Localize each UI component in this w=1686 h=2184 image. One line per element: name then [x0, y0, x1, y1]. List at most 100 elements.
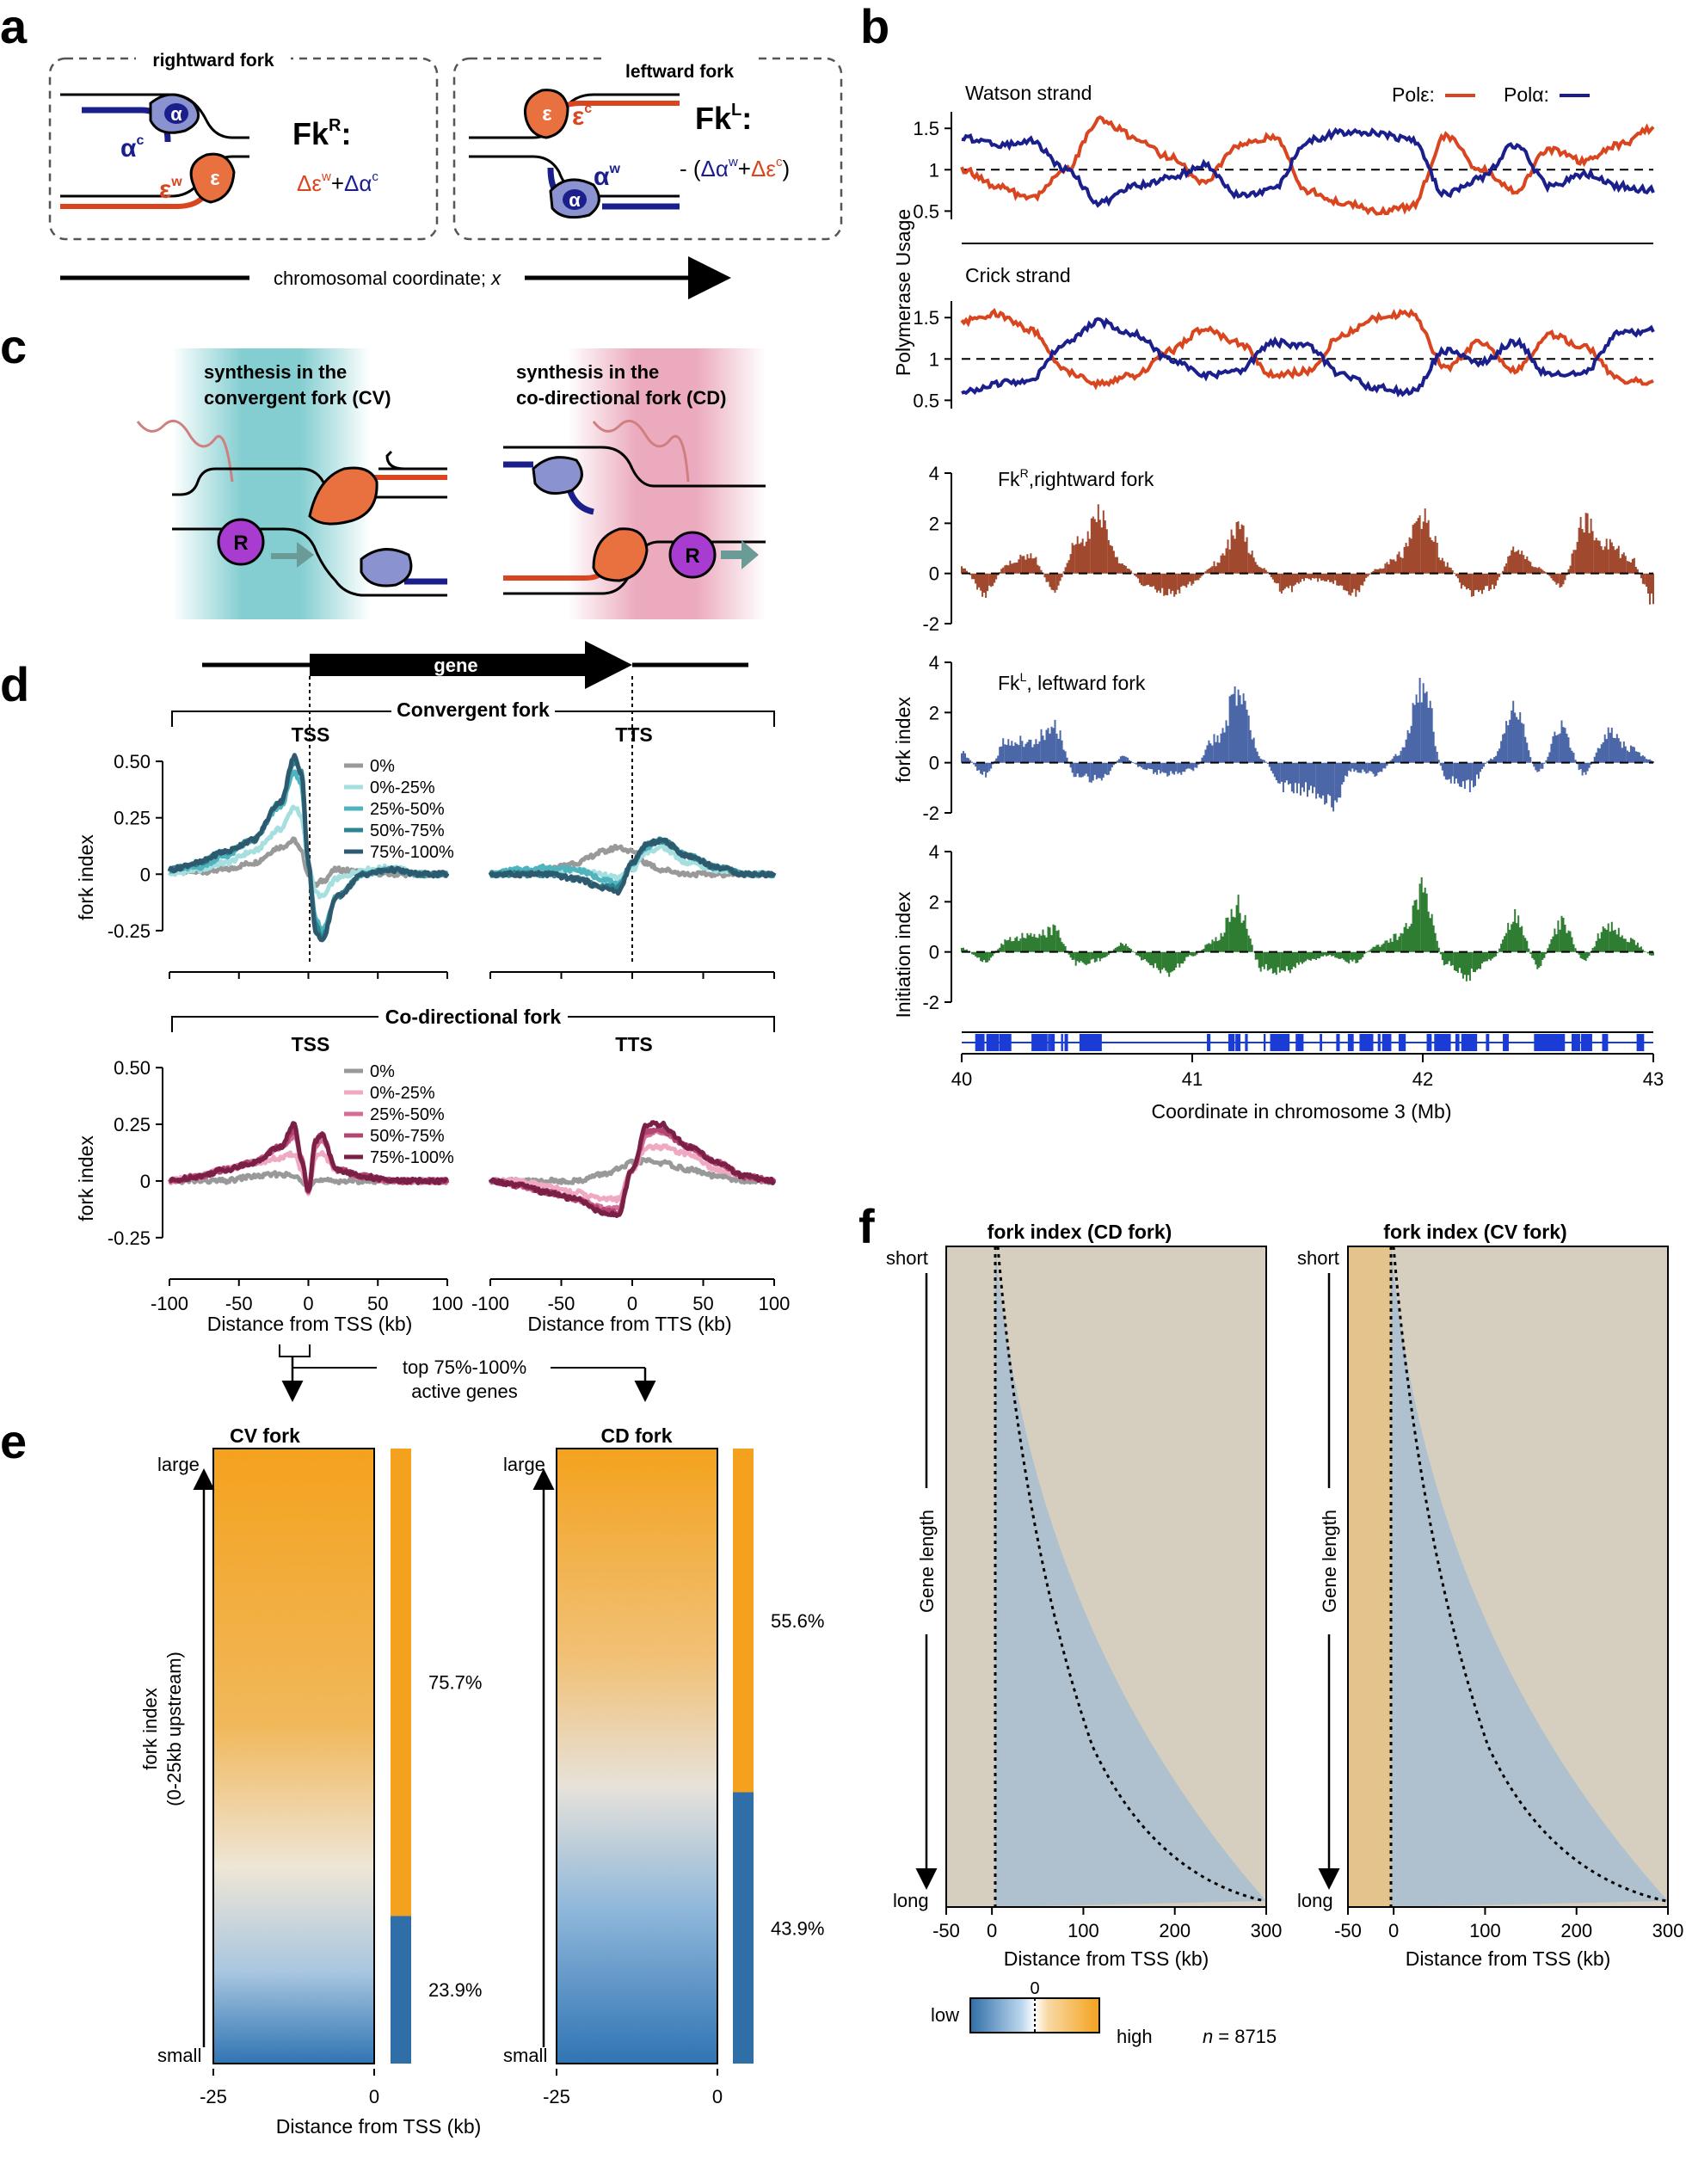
x-tick-label: -50 — [548, 1293, 575, 1314]
polymerase-usage-axis-label: Polymerase Usage — [892, 209, 914, 376]
series-line-Polε — [960, 115, 1655, 216]
gene-exon — [1005, 1034, 1010, 1051]
x-tick-label: 42 — [1412, 1068, 1433, 1090]
fork-index-axis-label: fork index — [75, 1135, 97, 1221]
long-label: long — [893, 1890, 929, 1911]
leftward-fork-title: leftward fork — [625, 62, 734, 82]
gene-exon — [1235, 1034, 1241, 1051]
x-tick-label: 41 — [1182, 1068, 1203, 1090]
x-tick-label: 50 — [692, 1293, 713, 1314]
gene-exon — [986, 1034, 995, 1051]
gene-exon — [1550, 1034, 1556, 1051]
gene-exon — [1503, 1034, 1509, 1051]
gene-exon — [1369, 1034, 1373, 1051]
gene-annotation-track — [962, 1031, 1653, 1051]
cd-fork-heatmap-title: CD fork — [600, 1424, 672, 1447]
y-tick-label: 0.50 — [114, 1057, 151, 1079]
short-label: short — [886, 1247, 928, 1269]
index-plot: 4 2 0 -2 — [922, 841, 1654, 1013]
gene-exon — [999, 1034, 1005, 1051]
panel-f-x-axis-label-cv: Distance from TSS (kb) — [1406, 1947, 1611, 1970]
gene-exon — [1534, 1034, 1540, 1051]
x-tick-label: -50 — [932, 1920, 960, 1941]
x-tick-label: 200 — [1560, 1920, 1592, 1941]
panel-d-label: d — [0, 657, 29, 711]
panel-f-x-axis-label-cd: Distance from TSS (kb) — [1004, 1947, 1209, 1970]
pol-epsilon-legend: Polε: — [1392, 83, 1435, 106]
cd-fork-length-heatmap — [945, 1246, 1267, 1908]
gene-exon — [1577, 1034, 1580, 1051]
panel-c: c synthesis in the convergent fork (CV) … — [0, 319, 766, 619]
short-label: short — [1297, 1247, 1339, 1269]
high-fraction-label: 75.7% — [428, 1672, 482, 1694]
cd-fork-heatmap-title: fork index (CD fork) — [988, 1221, 1172, 1243]
y-tick-label: 4 — [929, 652, 939, 674]
fork-index-upstream-label-line2: (0-25kb upstream) — [163, 1652, 185, 1806]
gene-exon — [991, 1034, 998, 1051]
index-bars — [961, 678, 1654, 812]
alpha-c-label: αc — [120, 133, 144, 163]
index-bars — [961, 504, 1654, 605]
x-tick-label: 0 — [987, 1920, 997, 1941]
gene-exon — [1090, 1034, 1096, 1051]
cv-fork-heatmap-title: CV fork — [230, 1424, 300, 1447]
gene-exon — [1434, 1034, 1439, 1051]
panel-f-label: f — [858, 1199, 875, 1253]
fkR-equation-label: FkR: — [292, 116, 351, 151]
gene-exon — [1038, 1034, 1047, 1051]
y-tick-label: -0.25 — [108, 920, 151, 942]
y-tick-label: 4 — [929, 463, 939, 484]
gene-exon — [1455, 1034, 1460, 1051]
usage-plot: 1.5 1 0.5 — [913, 301, 1655, 411]
gene-exon — [976, 1034, 984, 1051]
fkR-track-label: FkR,rightward fork — [998, 466, 1154, 490]
panel-a: a rightward fork α ε αc εw FkR: Δεw+Δαc … — [0, 0, 843, 299]
legend-label: 0%-25% — [370, 1084, 435, 1103]
rna-transcript — [136, 419, 234, 483]
y-tick-label: -2 — [922, 803, 939, 824]
large-label: large — [157, 1454, 200, 1475]
gene-exon — [1279, 1034, 1282, 1051]
panel-f: f fork index (CD fork) fork index (CV fo… — [858, 1199, 1683, 2047]
rightward-fork-title: rightward fork — [152, 51, 274, 71]
gene-length-axis-label: Gene length — [916, 1510, 938, 1613]
polymerase-alpha — [532, 456, 583, 495]
gene-exon — [1086, 1034, 1092, 1051]
transcription-direction-arrow — [271, 542, 314, 568]
x-tick: -25 — [200, 2086, 227, 2107]
small-label: small — [503, 2045, 547, 2066]
profile-plot — [488, 836, 777, 979]
y-tick-label: 2 — [929, 702, 939, 723]
y-tick-label: 0 — [929, 753, 939, 774]
color-scale-high: high — [1117, 2026, 1153, 2047]
legend-label: 0% — [370, 757, 395, 776]
gene-exon — [1051, 1034, 1055, 1051]
panel-d: d gene Convergent fork Co-directional fo… — [0, 641, 790, 1402]
gene-exon — [1207, 1034, 1211, 1051]
profile-plot: -100 -50 0 50 100 — [471, 1120, 790, 1314]
cv-fork-length-heatmap — [1347, 1246, 1669, 1908]
y-tick-label: 0.50 — [114, 751, 151, 772]
rna-polymerase — [668, 531, 717, 579]
transcription-direction-arrow — [721, 540, 759, 569]
gene-exon — [1270, 1034, 1275, 1051]
gene-exon — [1486, 1034, 1490, 1051]
gene-exon — [1263, 1034, 1266, 1051]
gene-exon — [1571, 1034, 1580, 1051]
high-fraction-bar — [391, 1449, 411, 1916]
index-bars — [961, 877, 1654, 981]
gene-exon — [1359, 1034, 1363, 1051]
percentage-bars: 75.7% 23.9% 55.6% 43.9% — [391, 1449, 824, 2064]
usage-plot: 1.5 1 0.5 — [913, 112, 1655, 222]
x-tick-label: 0 — [1388, 1920, 1399, 1941]
x-tick-label: 300 — [1652, 1920, 1684, 1941]
y-tick-label: -2 — [922, 613, 939, 635]
series-line-75%-100% — [488, 837, 777, 896]
x-tick-label: 50 — [367, 1293, 388, 1314]
gene-exon — [1636, 1034, 1645, 1051]
cd-fork-heatmap — [557, 1449, 717, 2064]
chromosome-axis-label: chromosomal coordinate; x — [274, 268, 501, 289]
y-tick-label: 0 — [140, 1171, 151, 1192]
panel-a-label: a — [0, 0, 28, 53]
